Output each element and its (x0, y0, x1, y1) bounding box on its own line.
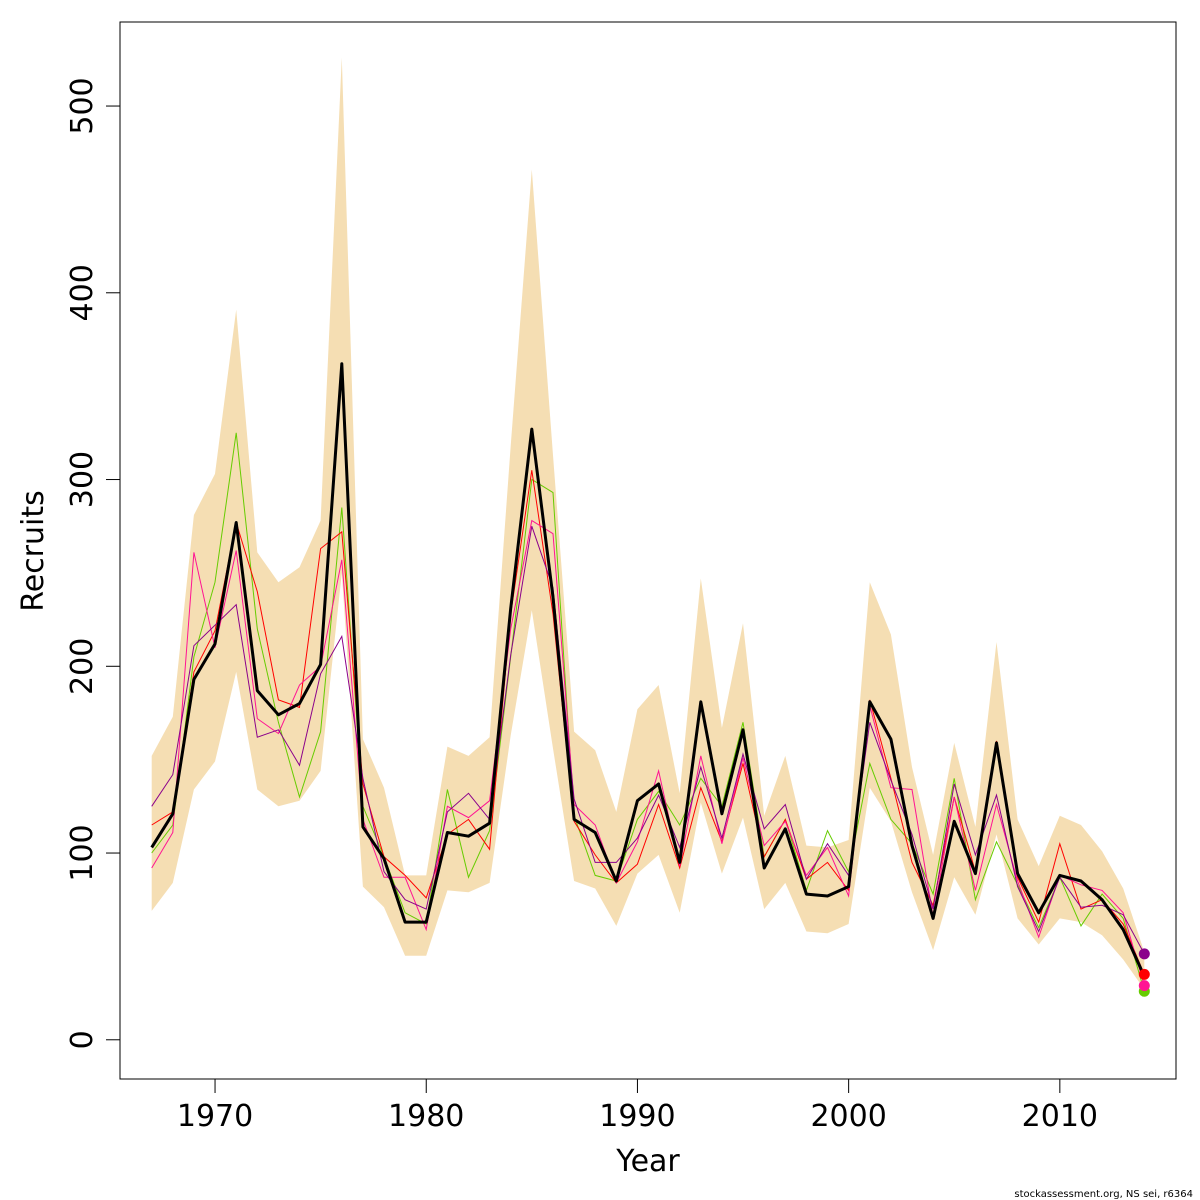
plot-area (150, 57, 1150, 997)
x-tick-label: 2000 (810, 1099, 886, 1134)
x-tick-label: 1970 (177, 1099, 253, 1134)
x-axis-title: Year (615, 1144, 680, 1179)
y-tick-label: 100 (65, 824, 100, 881)
y-tick-label: 400 (65, 264, 100, 321)
end-point-purple (1138, 948, 1150, 960)
x-tick-label: 1990 (599, 1099, 675, 1134)
confidence-band (151, 57, 1145, 990)
y-tick-label: 0 (65, 1030, 100, 1049)
end-point-red (1138, 968, 1150, 980)
y-tick-label: 500 (65, 77, 100, 134)
main-series-line (150, 362, 1146, 977)
x-tick-label: 2010 (1022, 1099, 1098, 1134)
x-tick-label: 1980 (388, 1099, 464, 1134)
end-point-pink (1138, 980, 1150, 992)
y-tick-label: 200 (65, 638, 100, 695)
plot-frame (119, 21, 1177, 1080)
y-tick-label: 300 (65, 451, 100, 508)
x-axis: 1970 1980 1990 2000 2010 (177, 1078, 1098, 1134)
footnote: stockassessment.org, NS sei, r6364 (1014, 1189, 1193, 1200)
y-axis-title: Recruits (16, 490, 51, 612)
y-axis: 0 100 200 300 400 500 (65, 77, 121, 1049)
